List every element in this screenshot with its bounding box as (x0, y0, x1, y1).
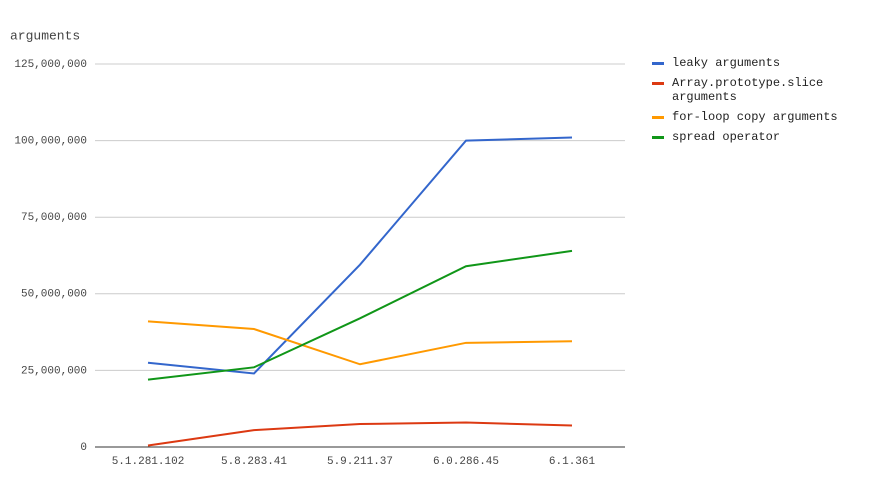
y-tick-label: 0 (80, 442, 87, 454)
y-tick-label: 125,000,000 (14, 59, 87, 71)
y-tick-label: 100,000,000 (14, 136, 87, 148)
x-tick-label: 6.0.286.45 (433, 456, 499, 468)
legend-label: Array.prototype.slice arguments (672, 76, 824, 104)
legend-item: spread operator (652, 130, 867, 144)
x-tick-label: 6.1.361 (549, 456, 596, 468)
series-line (147, 249, 573, 381)
legend-label: leaky arguments (672, 56, 781, 70)
x-tick-label: 5.1.281.102 (112, 456, 185, 468)
legend-label: spread operator (672, 130, 781, 144)
series-line (147, 320, 573, 366)
chart-title: arguments (10, 28, 80, 43)
legend-swatch (652, 62, 664, 65)
series-line (147, 136, 573, 375)
y-tick-label: 75,000,000 (21, 212, 87, 224)
legend-item: Array.prototype.slice arguments (652, 76, 867, 104)
legend-item: for-loop copy arguments (652, 110, 867, 124)
legend: leaky arguments Array.prototype.slice arg… (652, 56, 867, 150)
series-line (147, 421, 573, 447)
legend-swatch (652, 116, 664, 119)
y-tick-label: 50,000,000 (21, 289, 87, 301)
legend-swatch (652, 136, 664, 139)
legend-item: leaky arguments (652, 56, 867, 70)
legend-swatch (652, 82, 664, 85)
x-tick-label: 5.9.211.37 (327, 456, 393, 468)
y-tick-label: 25,000,000 (21, 365, 87, 377)
x-tick-label: 5.8.283.41 (221, 456, 287, 468)
legend-label: for-loop copy arguments (672, 110, 838, 124)
